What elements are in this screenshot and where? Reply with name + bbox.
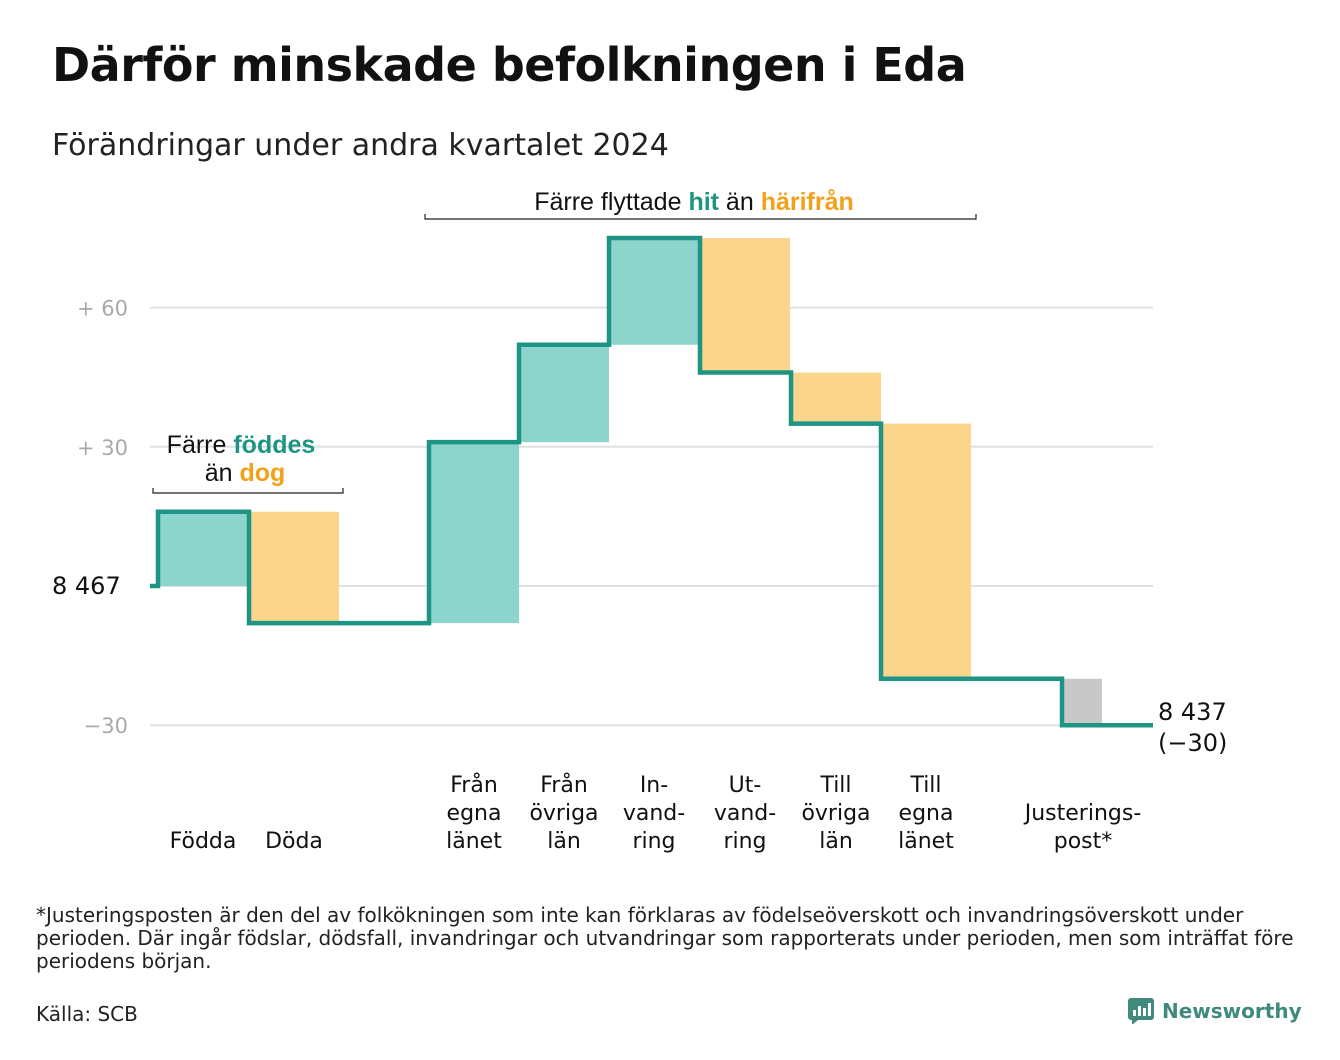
moves-annotation-prefix: Färre flyttade (534, 188, 688, 216)
brand-logo: Newsworthy (1128, 998, 1302, 1024)
y-tick-label: + 60 (77, 297, 128, 321)
deaths-annotation-highlight: dog (239, 459, 285, 487)
y-tick-label: + 30 (77, 436, 128, 460)
moves-annotation: Färre flyttade hit än härifrån (424, 188, 977, 220)
category-label: Från övriga län (529, 772, 598, 854)
category-labels: Födda Döda Från egna länet Från övriga län In-va… (170, 772, 1142, 854)
footnote: *Justeringsposten är den del av folkökni… (36, 903, 1294, 973)
bar-decrease (791, 372, 881, 424)
births-annotation-highlight: föddes (233, 431, 315, 459)
svg-text:än dog: än dog (205, 459, 286, 487)
bar-increase (519, 344, 609, 443)
moves-annotation-middle: än (719, 188, 761, 216)
category-label: Födda (170, 829, 237, 854)
births-annotation: Färre föddes än dog (152, 431, 344, 494)
moves-annotation-hit: hit (688, 188, 719, 216)
start-value-label: 8 467 (52, 572, 121, 600)
end-value-label: 8 437 (1158, 698, 1227, 726)
category-label: Till övriga län (801, 773, 870, 854)
source-label: Källa: SCB (36, 1002, 138, 1026)
bar-increase (158, 511, 248, 586)
chart-title: Därför minskade befolkningen i Eda (52, 38, 967, 92)
y-tick-label: −30 (84, 714, 128, 738)
running-total-line (150, 235, 1153, 728)
moves-annotation-harifran: härifrån (761, 188, 854, 216)
bar-decrease (700, 238, 790, 373)
brand-name: Newsworthy (1162, 999, 1302, 1023)
category-label: Justerings-post* (1023, 801, 1142, 854)
births-annotation-prefix: Färre (167, 431, 234, 459)
births-annotation-bracket (152, 488, 344, 494)
deaths-annotation-prefix: än (205, 459, 240, 487)
bar-increase (429, 442, 519, 624)
bar-adjustment (1062, 678, 1102, 726)
category-label: Till egna länet (898, 773, 954, 854)
category-label: Döda (265, 829, 323, 854)
bar-increase (609, 238, 699, 345)
svg-text:Färre föddes: Färre föddes (167, 431, 316, 459)
bar-decrease (249, 511, 339, 624)
svg-text:Färre flyttade hit än härifrån: Färre flyttade hit än härifrån (534, 188, 854, 216)
bars (158, 238, 1102, 726)
waterfall-chart: + 60 + 30 −30 Födda Döda Från egna länet Från öv… (52, 188, 1227, 854)
category-label: In-vand-ring (623, 773, 685, 854)
y-axis-ticks: + 60 + 30 −30 (77, 297, 128, 739)
bar-decrease (881, 423, 971, 679)
moves-annotation-bracket (424, 214, 977, 220)
net-change-label: (−30) (1158, 729, 1227, 757)
category-label: Ut-vand-ring (714, 773, 776, 854)
newsworthy-icon (1128, 998, 1154, 1024)
category-label: Från egna länet (446, 772, 502, 854)
chart-subtitle: Förändringar under andra kvartalet 2024 (52, 128, 669, 163)
